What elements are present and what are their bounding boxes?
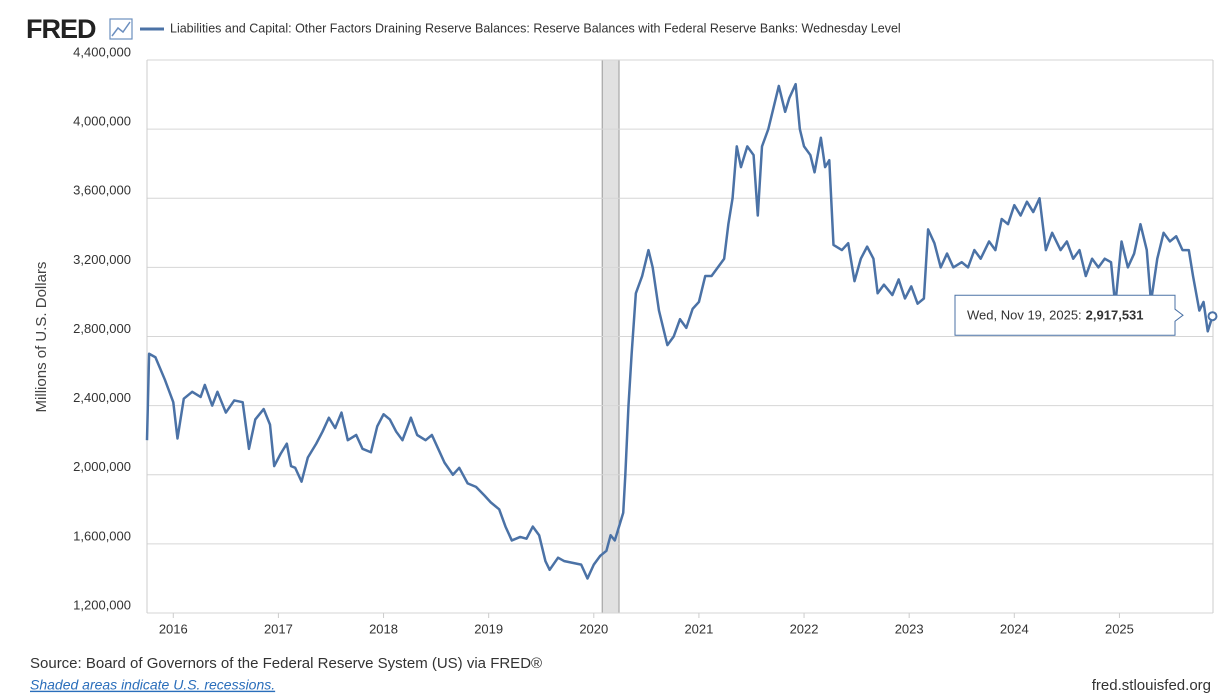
y-tick-label: 2,800,000 [73, 321, 131, 336]
site: fred.stlouisfed.org [1092, 677, 1211, 694]
y-tick-label: 3,200,000 [73, 252, 131, 267]
source: Source: Board of Governors of the Federa… [30, 655, 542, 672]
x-tick-label: 2025 [1105, 621, 1134, 636]
x-tick-label: 2023 [895, 621, 924, 636]
y-tick-label: 1,600,000 [73, 528, 131, 543]
recession-note[interactable]: Shaded areas indicate U.S. recessions. [30, 677, 275, 693]
x-tick-label: 2018 [369, 621, 398, 636]
x-tick-label: 2024 [1000, 621, 1029, 636]
tooltip-box [954, 294, 1184, 336]
y-tick-label: 4,000,000 [73, 114, 131, 129]
y-tick-label: 2,000,000 [73, 459, 131, 474]
series-line [145, 82, 1214, 580]
tooltip: Wed, Nov 19, 2025: 2,917,531 [954, 294, 1184, 336]
x-tick-label: 2020 [579, 621, 608, 636]
x-tick-label: 2017 [264, 621, 293, 636]
logo: FRED [26, 14, 96, 44]
tooltip-date: Wed, Nov 19, 2025: [967, 308, 1082, 323]
x-tick-label: 2021 [684, 621, 713, 636]
x-tick-label: 2019 [474, 621, 503, 636]
y-axis-label: Millions of U.S. Dollars [33, 262, 50, 413]
y-tick-label: 2,400,000 [73, 390, 131, 405]
legend-label: Liabilities and Capital: Other Factors D… [170, 21, 901, 35]
tooltip-value: 2,917,531 [1086, 308, 1144, 323]
y-tick-label: 3,600,000 [73, 183, 131, 198]
tooltip-marker [1207, 311, 1218, 322]
logo-icon [109, 18, 133, 40]
x-tick-label: 2016 [159, 621, 188, 636]
x-tick-label: 2022 [790, 621, 819, 636]
y-tick-label: 1,200,000 [73, 597, 131, 612]
y-tick-label: 4,400,000 [73, 44, 131, 59]
